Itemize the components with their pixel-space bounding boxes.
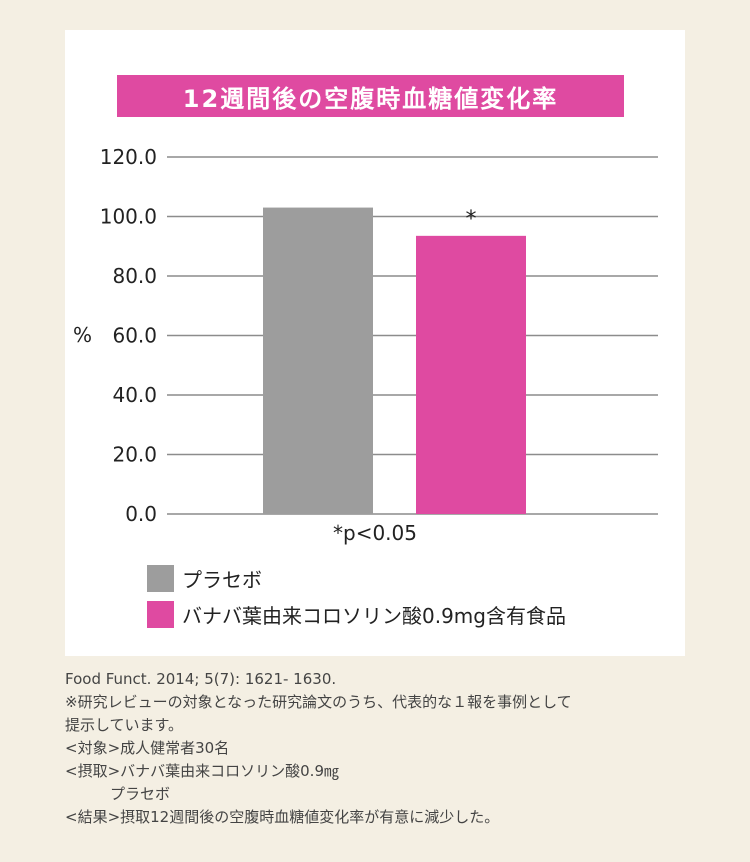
note-intake-placebo: プラセボ (65, 785, 171, 803)
legend-swatch-placebo (147, 564, 174, 592)
chart-card (65, 30, 685, 656)
gridlines (167, 156, 658, 515)
legend-swatch-banaba (147, 600, 174, 628)
note-result: <結果>摂取12週間後の空腹時血糖値変化率が有意に減少した。 (65, 808, 500, 826)
note-disclaimer: ※研究レビューの対象となった研究論文のうち、代表的な１報を事例として (65, 693, 572, 711)
reference-notes: Food Funct. 2014; 5(7): 1621- 1630. ※研究レ… (65, 668, 705, 829)
y-tick-label: 20.0 (112, 443, 157, 467)
y-tick-label: 120.0 (100, 145, 157, 169)
note-subjects: <対象>成人健常者30名 (65, 739, 230, 757)
legend-label-placebo: プラセボ (182, 567, 262, 592)
y-tick-label: 100.0 (100, 205, 157, 229)
note-citation: Food Funct. 2014; 5(7): 1621- 1630. (65, 670, 337, 688)
y-tick-label: 0.0 (125, 502, 157, 526)
bar-1 (416, 235, 526, 514)
significance-note: *p<0.05 (333, 521, 417, 545)
y-tick-labels: 0.0 20.0 40.0 60.0 80.0 100.0 120.0 (100, 145, 157, 526)
significance-marker: * (466, 207, 477, 232)
legend-item-placebo: プラセボ (147, 560, 566, 596)
legend-label-banaba: バナバ葉由来コロソリン酸0.9mg含有食品 (182, 603, 566, 628)
legend: プラセボ バナバ葉由来コロソリン酸0.9mg含有食品 (147, 560, 566, 632)
bars: * (263, 207, 526, 514)
y-tick-label: 80.0 (112, 264, 157, 288)
y-tick-label: 60.0 (112, 324, 157, 348)
note-intake: <摂取>バナバ葉由来コロソリン酸0.9㎎ (65, 762, 339, 780)
chart-title: 12週間後の空腹時血糖値変化率 (117, 75, 624, 117)
note-disclaimer-cont: 提示しています。 (65, 716, 184, 734)
y-axis-label: % (73, 323, 93, 347)
bar-chart: 0.0 20.0 40.0 60.0 80.0 100.0 120.0 * (100, 145, 658, 526)
legend-item-banaba: バナバ葉由来コロソリン酸0.9mg含有食品 (147, 596, 566, 632)
bar-0 (263, 207, 373, 514)
y-tick-label: 40.0 (112, 383, 157, 407)
